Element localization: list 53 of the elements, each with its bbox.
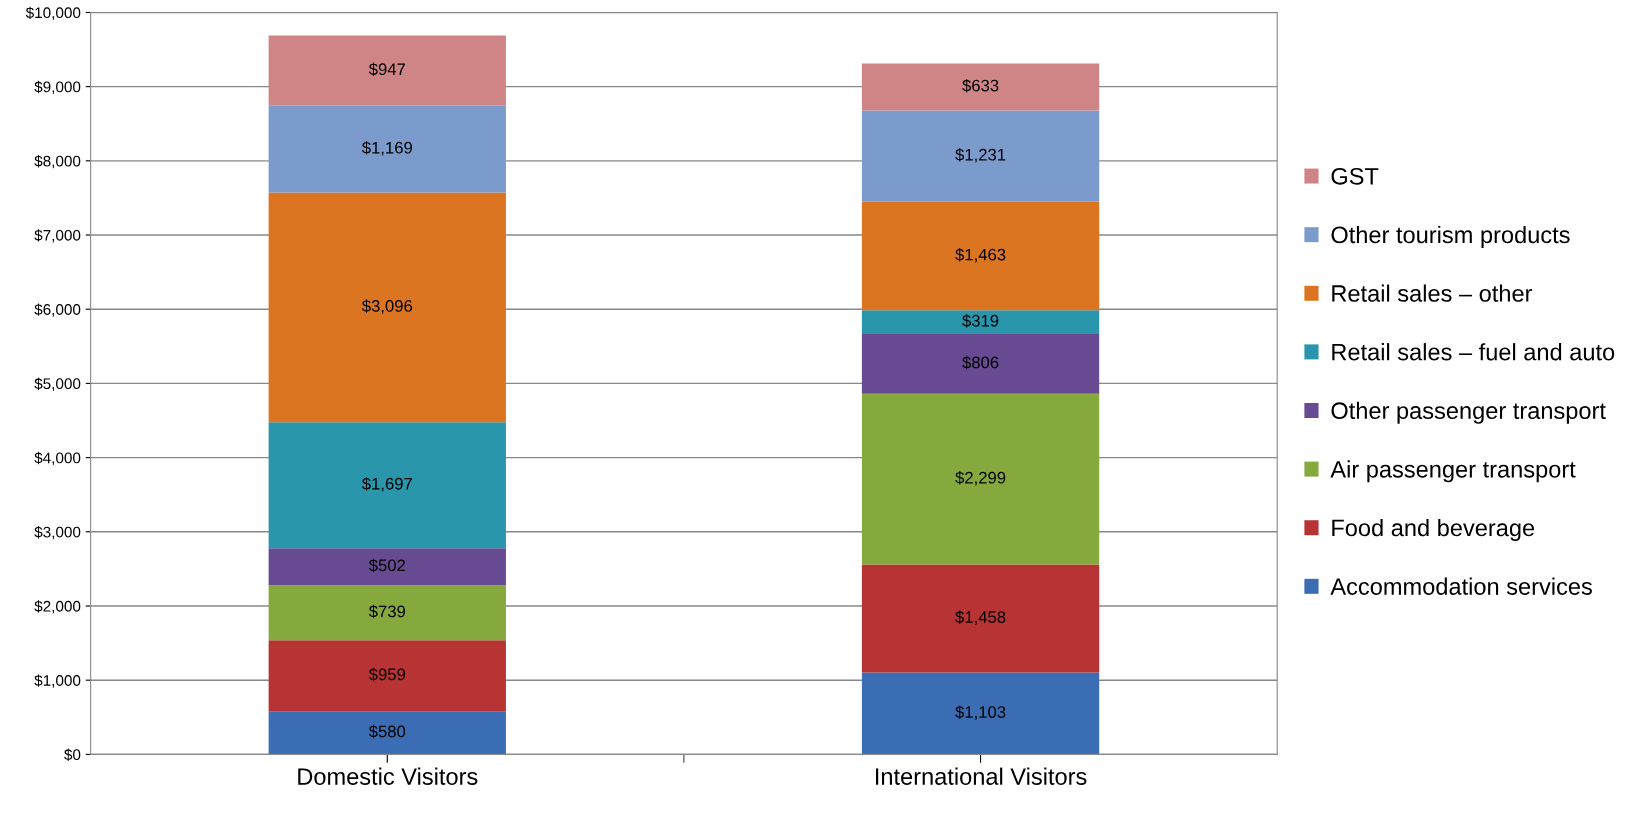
data-label: $806 bbox=[962, 355, 999, 370]
bar bbox=[861, 564, 1100, 673]
legend-label: Air passenger transport bbox=[1330, 460, 1576, 483]
legend-label: Retail sales – fuel and auto bbox=[1332, 343, 1615, 361]
data-label: $739 bbox=[368, 604, 406, 619]
legend-label: Accommodation services bbox=[1330, 577, 1592, 595]
bar bbox=[268, 640, 506, 712]
bar bbox=[268, 585, 506, 641]
y-tick-label: $6,000 bbox=[34, 303, 81, 317]
bar bbox=[268, 105, 506, 193]
data-label: $2,299 bbox=[955, 471, 1006, 486]
bar bbox=[861, 334, 1100, 394]
data-label: $1,103 bbox=[955, 705, 1006, 720]
data-label: $580 bbox=[368, 724, 406, 739]
data-label: $1,169 bbox=[361, 141, 412, 156]
bar bbox=[861, 110, 1100, 202]
y-tick-label: $4,000 bbox=[34, 451, 81, 466]
y-tick-label: $3,000 bbox=[34, 526, 81, 540]
data-label: $502 bbox=[368, 558, 405, 573]
legend-label: Retail sales – other bbox=[1332, 284, 1533, 302]
bar bbox=[861, 310, 1100, 334]
data-label: $1,458 bbox=[955, 610, 1006, 625]
y-tick-label: $1,000 bbox=[34, 674, 81, 688]
data-label: $633 bbox=[962, 78, 999, 93]
data-label: $3,096 bbox=[361, 299, 413, 314]
legend-label: Other passenger transport bbox=[1331, 401, 1606, 424]
data-label: $947 bbox=[368, 62, 405, 77]
bar bbox=[861, 201, 1100, 311]
bar bbox=[268, 548, 506, 586]
bar bbox=[268, 711, 506, 755]
y-tick-label: $9,000 bbox=[34, 80, 81, 95]
legend-label: GST bbox=[1331, 167, 1379, 185]
bar bbox=[861, 672, 1100, 755]
legend-label: Other tourism products bbox=[1331, 225, 1570, 248]
y-tick-label: $8,000 bbox=[34, 155, 81, 169]
data-label: $959 bbox=[368, 667, 406, 682]
bar bbox=[268, 422, 506, 549]
x-tick-label: Domestic Visitors bbox=[298, 767, 478, 785]
legend-label: Food and beverage bbox=[1332, 518, 1535, 541]
y-tick-label: $7,000 bbox=[34, 229, 81, 243]
bar bbox=[268, 192, 506, 423]
y-tick-label: $10,000 bbox=[25, 6, 81, 20]
x-tick-label: International Visitors bbox=[875, 767, 1087, 785]
bar bbox=[861, 63, 1100, 111]
data-label: $1,231 bbox=[955, 148, 1006, 163]
bar bbox=[268, 35, 506, 106]
y-tick-label: $0 bbox=[64, 748, 81, 761]
y-tick-label: $2,000 bbox=[34, 600, 81, 614]
data-label: $1,697 bbox=[361, 477, 412, 492]
y-tick-label: $5,000 bbox=[34, 377, 81, 391]
data-label: $1,463 bbox=[955, 248, 1006, 263]
bar bbox=[861, 393, 1100, 565]
data-label: $319 bbox=[962, 314, 999, 328]
